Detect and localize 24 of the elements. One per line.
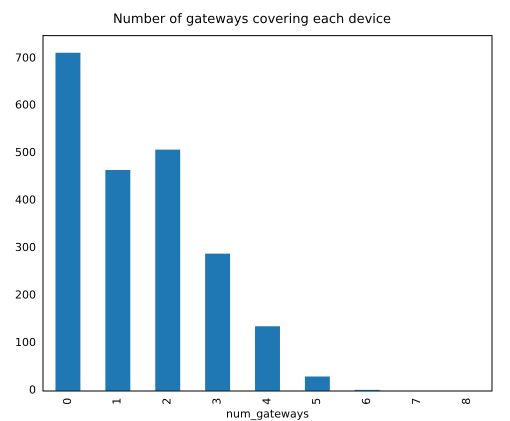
y-tick-label: 400	[14, 194, 36, 207]
y-tick-label: 300	[14, 241, 36, 254]
bar	[205, 254, 230, 391]
y-tick-label: 500	[14, 146, 36, 160]
x-tick-label: 4	[260, 398, 274, 405]
y-tick-label: 700	[14, 51, 36, 64]
x-tick-label: 7	[410, 398, 424, 405]
x-tick-label: 5	[310, 398, 324, 405]
x-axis-title: num_gateways	[226, 407, 310, 420]
bar	[255, 326, 280, 391]
y-tick-label: 200	[14, 288, 36, 302]
bar	[55, 52, 80, 391]
y-tick-label: 100	[14, 336, 36, 350]
bar	[105, 170, 130, 391]
x-tick-label: 2	[160, 398, 174, 405]
bar	[155, 150, 180, 391]
y-tick-label: 600	[14, 98, 36, 112]
chart-title: Number of gateways covering each device	[112, 12, 392, 28]
x-tick-label: 3	[210, 398, 224, 405]
x-tick-label: 0	[60, 398, 74, 405]
x-tick-label: 6	[360, 398, 374, 405]
x-tick-label: 8	[460, 398, 473, 405]
x-tick-label: 1	[110, 398, 124, 405]
bar	[304, 376, 330, 391]
